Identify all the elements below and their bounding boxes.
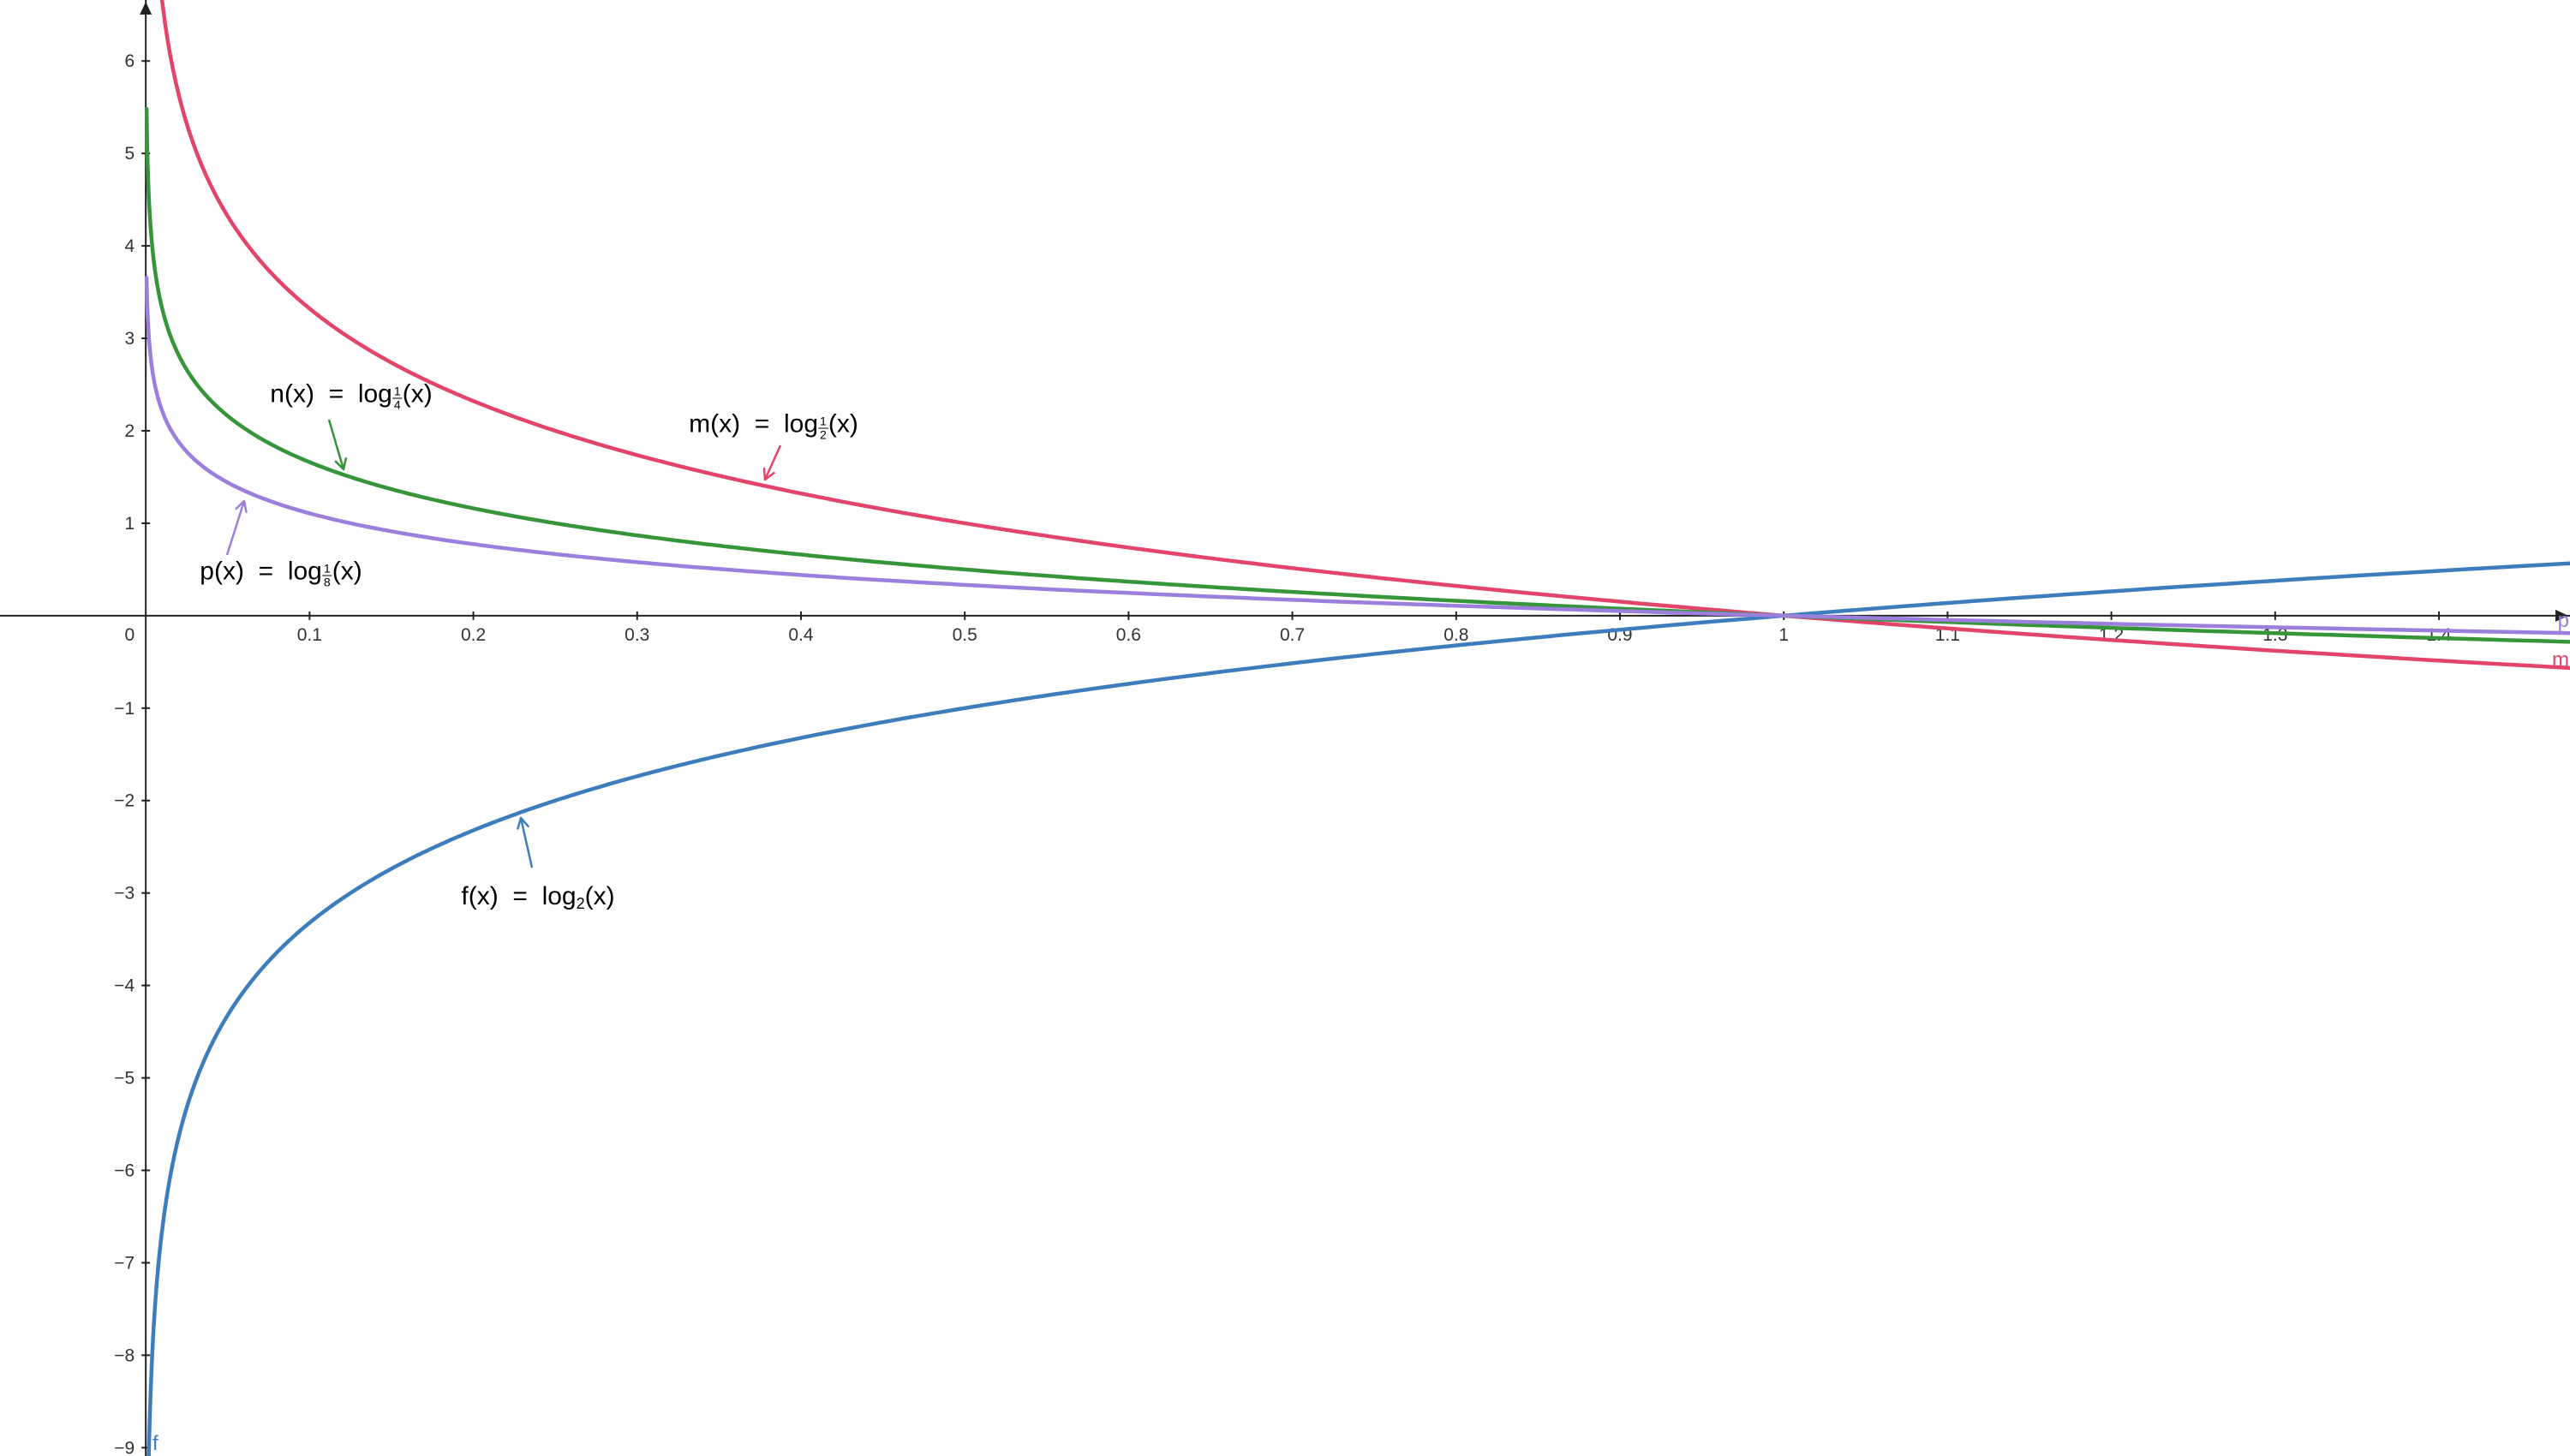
x-tick-label: 1.4 <box>2426 625 2452 645</box>
function-label-f[interactable]: f(x) = log2(x) <box>461 882 614 913</box>
x-tick-label: 0.5 <box>953 625 977 645</box>
log-base-subscript: 2 <box>576 895 585 913</box>
x-axis-arrow-icon <box>2555 609 2568 622</box>
curve-n[interactable] <box>144 106 2570 644</box>
x-tick-label: 0.4 <box>788 625 814 645</box>
curve-f[interactable] <box>146 561 2570 1456</box>
annotation-arrow-n <box>327 419 345 470</box>
function-label-suffix: (x) <box>332 557 362 586</box>
x-tick-label: 1 <box>1778 625 1789 645</box>
y-tick-label: −7 <box>114 1253 134 1273</box>
y-tick-label: −8 <box>114 1346 134 1365</box>
x-tick-label: 0.8 <box>1443 625 1468 645</box>
curve-end-label-p: p <box>2558 609 2569 632</box>
y-tick-label: 4 <box>124 236 134 256</box>
function-label-text: m(x) = log <box>689 409 819 439</box>
annotation-arrow-m <box>763 445 782 480</box>
y-tick-label: −9 <box>114 1438 134 1456</box>
x-tick-label: 0.1 <box>297 625 322 645</box>
function-label-suffix: (x) <box>584 881 615 910</box>
x-tick-label: 0.6 <box>1116 625 1141 645</box>
curve-end-label-f: f <box>152 1432 158 1455</box>
y-tick-label: −2 <box>114 791 134 811</box>
y-tick-label: 1 <box>124 514 134 534</box>
curve-m[interactable] <box>147 0 2570 671</box>
origin-label: 0 <box>124 625 134 645</box>
y-axis-arrow-icon <box>140 2 152 15</box>
y-tick-label: −6 <box>114 1161 134 1180</box>
annotation-arrow-p <box>225 500 246 556</box>
fraction-numerator: 1 <box>321 561 332 576</box>
function-label-text: n(x) = log <box>270 379 392 409</box>
y-tick-label: −3 <box>114 884 134 904</box>
x-tick-label: 0.7 <box>1280 625 1305 645</box>
function-label-suffix: (x) <box>402 379 433 409</box>
fraction-denominator: 8 <box>323 575 331 589</box>
annotation-arrowhead-icon <box>517 816 529 830</box>
y-tick-label: 2 <box>124 421 134 441</box>
function-label-suffix: (x) <box>828 409 858 439</box>
fraction-numerator: 1 <box>391 384 403 399</box>
annotation-arrowhead-icon <box>334 457 348 471</box>
x-tick-label: 0.3 <box>625 625 649 645</box>
y-tick-label: −5 <box>114 1069 134 1089</box>
curve-end-label-m: m <box>2552 648 2569 671</box>
fraction-numerator: 1 <box>818 414 828 429</box>
y-tick-label: −4 <box>114 976 134 996</box>
y-tick-label: 5 <box>124 144 134 164</box>
function-label-p[interactable]: p(x) = log 1 8 (x) <box>200 558 362 589</box>
annotation-arrowhead-icon <box>235 499 248 514</box>
y-tick-label: −1 <box>114 699 134 719</box>
function-label-text: p(x) = log <box>200 557 322 586</box>
annotation-arrow-f <box>519 817 534 868</box>
function-label-m[interactable]: m(x) = log 1 2 (x) <box>689 410 858 442</box>
fraction-denominator: 2 <box>820 427 827 442</box>
function-label-text: f(x) = log <box>461 881 577 910</box>
y-tick-label: 6 <box>124 51 134 71</box>
annotation-arrowhead-icon <box>762 467 775 481</box>
fraction-denominator: 4 <box>393 397 401 412</box>
curve-p[interactable] <box>144 276 2570 636</box>
function-label-n[interactable]: n(x) = log 1 4 (x) <box>270 380 432 412</box>
x-tick-label: 0.2 <box>461 625 486 645</box>
y-tick-label: 3 <box>124 329 134 349</box>
